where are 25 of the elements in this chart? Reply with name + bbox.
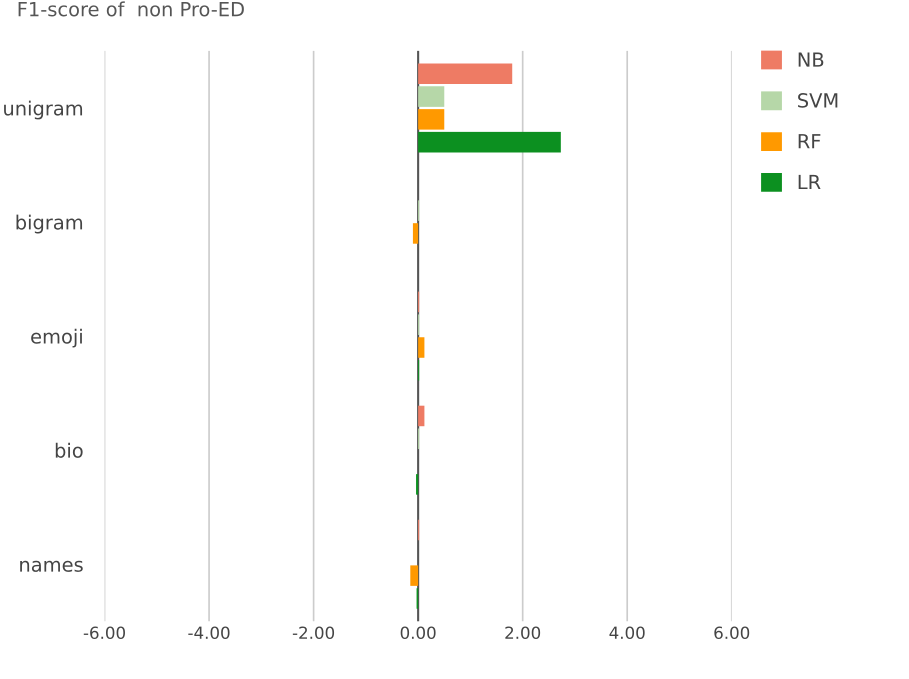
x-tick-label: 2.00 — [505, 626, 540, 640]
legend-label: LR — [798, 174, 821, 190]
y-tick-label: bio — [56, 442, 83, 458]
x-tick-label: 6.00 — [714, 626, 750, 640]
bar — [418, 337, 424, 358]
bar — [418, 406, 424, 426]
x-tick-label: 0.00 — [400, 626, 436, 640]
bar — [418, 63, 512, 84]
x-tick-label: 4.00 — [609, 626, 645, 640]
bar — [410, 565, 418, 586]
bar — [412, 223, 418, 244]
y-tick-label: emoji — [31, 328, 82, 348]
y-tick-label: bigram — [16, 214, 82, 234]
bar — [418, 86, 444, 107]
x-tick-label: -4.00 — [188, 626, 230, 640]
chart-title: F1-score of non Pro-ED — [18, 1, 244, 16]
legend-label: NB — [798, 52, 824, 67]
x-tick-label: -6.00 — [84, 626, 125, 640]
y-tick-label: names — [20, 560, 83, 572]
legend-label: RF — [798, 134, 820, 148]
legend-label: SVM — [798, 93, 838, 108]
bar — [418, 109, 444, 130]
bar — [418, 132, 561, 152]
y-tick-label: unigram — [4, 100, 82, 120]
x-tick-label: -2.00 — [292, 626, 334, 640]
